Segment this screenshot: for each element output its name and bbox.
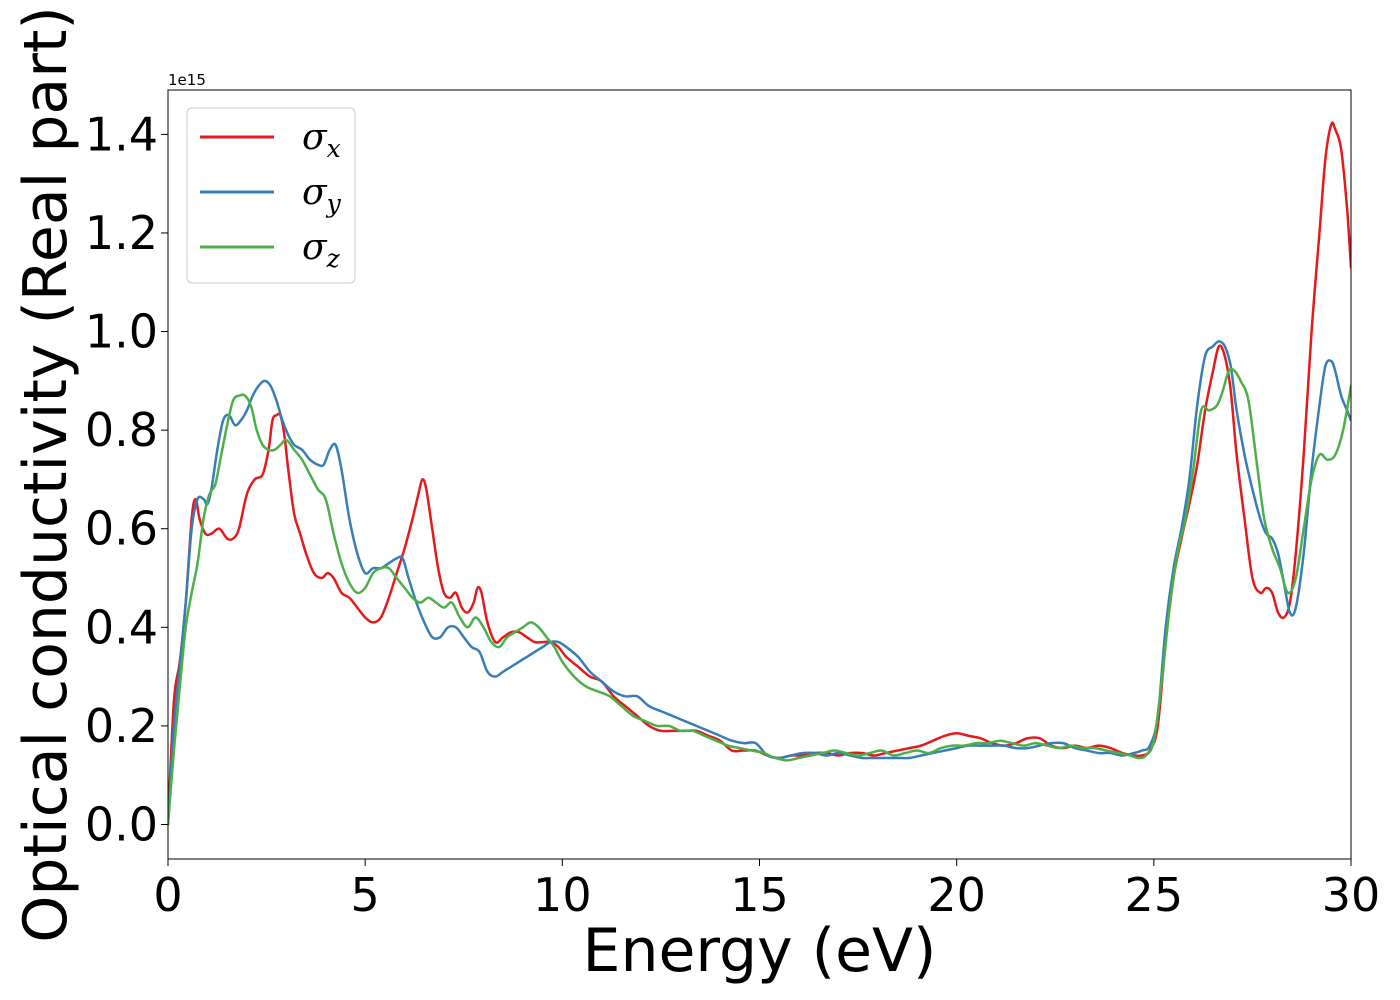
- x-axis-label: Energy (eV): [583, 916, 937, 986]
- x-tick-label: 15: [730, 868, 789, 922]
- y-axis-label: Optical conductivity (Real part): [11, 6, 81, 943]
- y-tick-label: 1.2: [85, 206, 158, 260]
- legend-items: σx σy σz: [200, 117, 342, 273]
- y-tick-label: 0.6: [85, 502, 158, 556]
- x-tick-label: 5: [351, 868, 380, 922]
- x-tick-label: 0: [153, 868, 182, 922]
- y-offset-label: 1e15: [168, 71, 206, 89]
- legend-box: [186, 107, 356, 284]
- y-tick-label: 0.8: [85, 403, 158, 457]
- series-line-z: [168, 367, 1351, 826]
- y-tick-label: 0.2: [85, 699, 158, 753]
- x-tick-label: 20: [927, 868, 986, 922]
- legend-label-z: σz: [302, 227, 341, 273]
- x-axis-ticks: 0 5 10 15 20 25 30: [153, 859, 1380, 922]
- y-tick-label: 1.4: [85, 107, 158, 161]
- legend: σx σy σz: [186, 107, 356, 284]
- y-axis-ticks: 0.0 0.2 0.4 0.6 0.8 1.0 1.2 1.4: [85, 107, 168, 851]
- x-tick-label: 30: [1322, 868, 1381, 922]
- series-layer: [168, 121, 1351, 826]
- x-tick-label: 10: [533, 868, 592, 922]
- y-tick-label: 0.4: [85, 600, 158, 654]
- x-tick-label: 25: [1125, 868, 1184, 922]
- y-tick-label: 1.0: [85, 305, 158, 359]
- series-line-y: [168, 340, 1351, 826]
- y-tick-label: 0.0: [85, 797, 158, 851]
- legend-label-y: σy: [302, 172, 342, 218]
- legend-label-x: σx: [302, 117, 341, 163]
